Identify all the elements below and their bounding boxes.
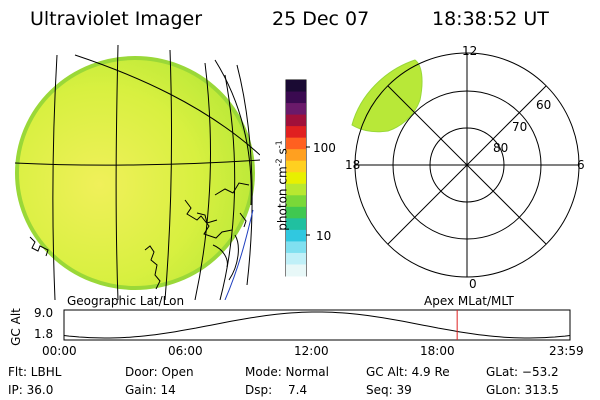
geographic-image xyxy=(15,45,260,300)
longitude-grid xyxy=(52,45,253,300)
polar-plot xyxy=(351,52,580,278)
info-gc-alt: GC Alt: 4.9 Re xyxy=(366,365,450,379)
timeline-y-tick-1-8: 1.8 xyxy=(34,327,54,341)
info-filter: Flt: LBHL xyxy=(8,365,62,379)
info-gain: Gain: 14 xyxy=(125,383,176,397)
colorbar-swatch xyxy=(286,206,306,219)
mlat-label-60: 60 xyxy=(536,98,552,112)
colorbar-label: photon cm-2 s-1 xyxy=(274,140,290,231)
time-label: 18:38:52 UT xyxy=(432,8,549,30)
info-door: Door: Open xyxy=(125,365,194,379)
colorbar-swatch xyxy=(286,126,306,139)
info-glon: GLon: 313.5 xyxy=(486,383,559,397)
latitude-grid xyxy=(15,54,260,166)
colorbar-swatch xyxy=(286,172,306,185)
mlt-label-0: 0 xyxy=(469,277,477,291)
coastlines xyxy=(29,182,250,290)
timeline-plot xyxy=(63,309,571,341)
apex-panel-label: Apex MLat/MLT xyxy=(424,294,514,308)
colorbar-swatch xyxy=(286,264,306,277)
colorbar-swatch xyxy=(286,229,306,242)
earth-disk xyxy=(17,58,253,288)
orbit-altitude-curve xyxy=(63,311,571,339)
mlat-label-70: 70 xyxy=(512,120,528,134)
terminator-line xyxy=(224,209,254,300)
timeline-x-tick-1200: 12:00 xyxy=(294,344,329,358)
polar-aurora-region xyxy=(351,59,423,133)
timeline-axis-label: GC Alt xyxy=(9,308,23,346)
colorbar-swatch xyxy=(286,241,306,254)
colorbar-swatch xyxy=(286,252,306,265)
colorbar-tick-10: 10 xyxy=(316,229,332,243)
timeline-x-tick-1800: 18:00 xyxy=(420,344,455,358)
colorbar-swatch xyxy=(286,80,306,93)
colorbar-swatch xyxy=(286,183,306,196)
mlt-label-6: 6 xyxy=(577,158,585,172)
timeline-y-tick-9: 9.0 xyxy=(34,306,54,320)
info-dsp-label: Dsp: xyxy=(245,383,273,397)
colorbar-swatch xyxy=(286,91,306,104)
timeline-x-tick-2359: 23:59 xyxy=(549,344,584,358)
timeline-x-tick-0000: 00:00 xyxy=(42,344,77,358)
polar-grid xyxy=(354,52,580,278)
timeline-x-tick-0600: 06:00 xyxy=(168,344,203,358)
info-dsp-value: 7.4 xyxy=(288,383,308,397)
mlt-label-18: 18 xyxy=(345,158,361,172)
colorbar-swatch xyxy=(286,114,306,127)
mlat-label-80: 80 xyxy=(493,141,509,155)
colorbar-swatch xyxy=(286,218,306,231)
colorbar-swatch xyxy=(286,137,306,150)
info-ip: IP: 36.0 xyxy=(8,383,54,397)
info-mode: Mode: Normal xyxy=(245,365,329,379)
colorbar xyxy=(285,79,310,277)
colorbar-tick-100: 100 xyxy=(313,141,336,155)
app-title: Ultraviolet Imager xyxy=(30,8,203,30)
disk-limb-edge xyxy=(15,56,255,290)
info-seq: Seq: 39 xyxy=(366,383,412,397)
colorbar-swatch xyxy=(286,149,306,162)
geographic-panel-label: Geographic Lat/Lon xyxy=(67,294,185,308)
mlt-label-12: 12 xyxy=(462,44,478,58)
colorbar-swatch xyxy=(286,195,306,208)
info-glat: GLat: −53.2 xyxy=(486,365,559,379)
colorbar-swatch xyxy=(286,103,306,116)
colorbar-swatch xyxy=(286,160,306,173)
date-label: 25 Dec 07 xyxy=(272,8,370,30)
